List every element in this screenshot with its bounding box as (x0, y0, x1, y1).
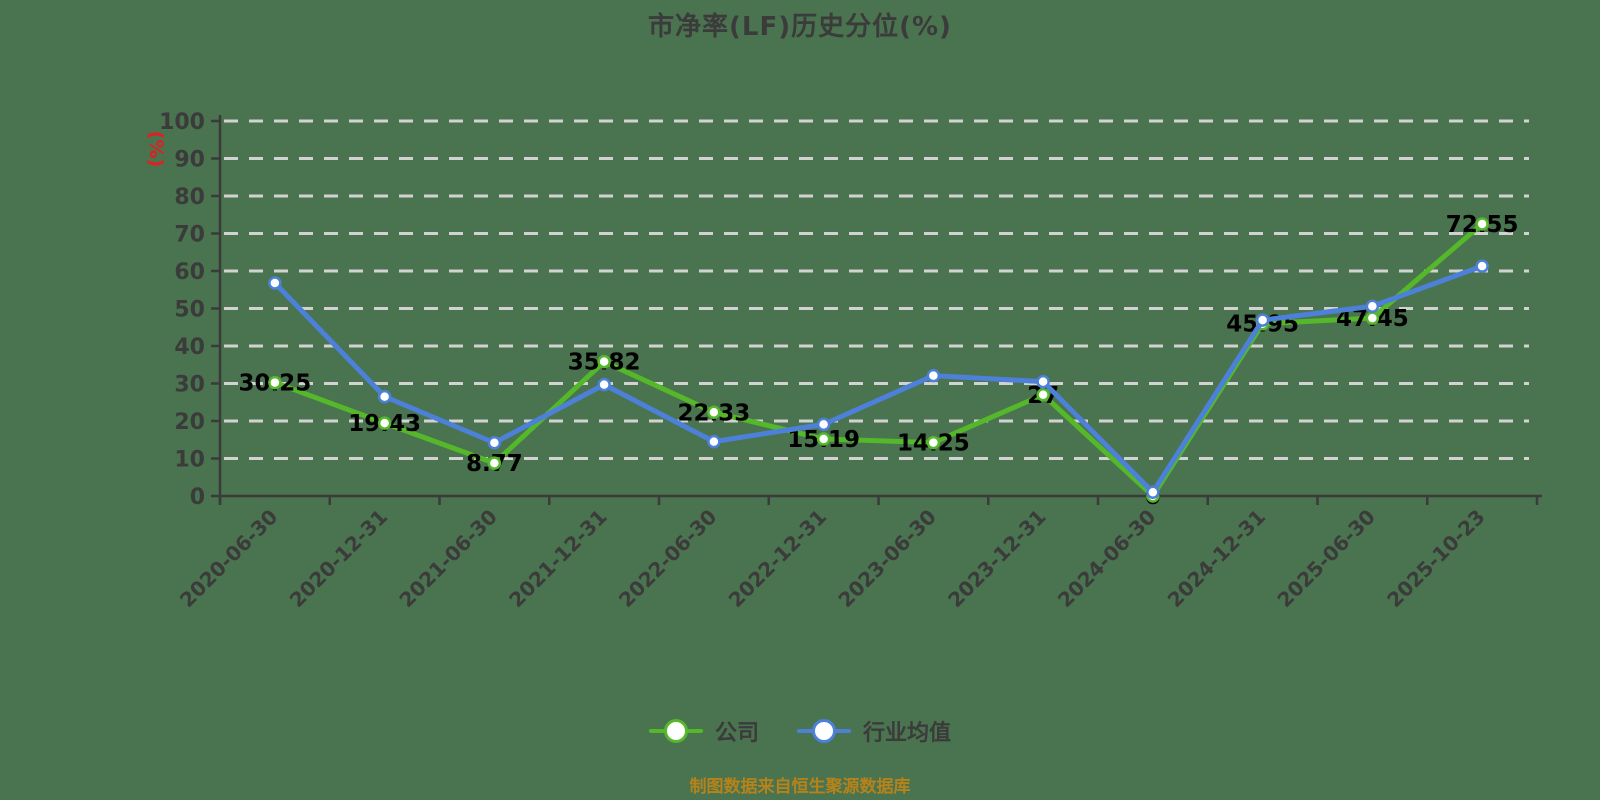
industry-point (926, 368, 941, 383)
legend-item-industry[interactable]: 行业均值 (797, 715, 951, 747)
industry-line (272, 263, 1485, 495)
company-point (1475, 217, 1489, 231)
industry-point (487, 436, 502, 450)
industry-point (1365, 299, 1380, 313)
x-tick-label: 2022-06-30 (614, 505, 721, 612)
series-industry (268, 259, 1489, 499)
company-line (272, 221, 1485, 499)
industry-point (816, 417, 831, 432)
data-source-note: 制图数据来自恒生聚源数据库 (689, 777, 911, 797)
y-tick-label: 90 (174, 148, 205, 173)
x-tick-label: 2023-06-30 (833, 505, 940, 612)
series-company: 30.2519.438.7735.8222.3315.1914.2527045.… (238, 212, 1518, 510)
industry-point (377, 389, 392, 404)
y-tick-label: 70 (174, 223, 205, 248)
gridlines (224, 119, 1529, 460)
axes: 0 10 20 30 40 50 60 70 80 90 100 2020-06-30 2020-12-… (159, 110, 1542, 612)
company-point (816, 432, 831, 446)
legend: 公司 行业均值 (0, 715, 1600, 747)
x-tick-label: 2023-12-31 (943, 505, 1050, 612)
y-tick-label: 50 (174, 298, 205, 323)
legend-label-company: 公司 (714, 721, 759, 746)
industry-point (597, 377, 611, 392)
industry-point (1036, 374, 1050, 389)
industry-point (707, 434, 721, 449)
x-tick-label: 2022-12-31 (724, 505, 831, 612)
y-tick-label: 0 (190, 485, 205, 510)
x-tick-label: 2021-12-31 (504, 505, 611, 612)
x-tick-label: 2020-12-31 (285, 505, 392, 612)
x-tick-label: 2025-10-23 (1382, 505, 1489, 612)
y-tick-label: 20 (174, 410, 205, 435)
company-point (1036, 388, 1050, 402)
chart-title: 市净率(LF)历史分位(%) (648, 12, 952, 42)
industry-point (1146, 485, 1160, 499)
legend-item-company[interactable]: 公司 (648, 715, 759, 747)
y-tick-label: 40 (174, 335, 205, 360)
y-tick-label: 10 (174, 448, 205, 473)
y-tick-label: 30 (174, 373, 205, 398)
x-tick-label: 2024-06-30 (1053, 505, 1160, 612)
company-legend-marker-icon (648, 719, 703, 743)
company-point (377, 416, 392, 430)
industry-point (268, 276, 282, 290)
y-tick-label: 100 (159, 110, 205, 135)
company-point (1365, 311, 1380, 325)
industry-point (1475, 259, 1489, 273)
y-tick-label: 80 (174, 185, 205, 210)
company-point (268, 375, 282, 390)
company-point (926, 435, 941, 450)
x-tick-label: 2021-06-30 (394, 505, 501, 612)
x-tick-label: 2024-12-31 (1163, 505, 1270, 612)
y-tick-label: 60 (174, 260, 205, 285)
industry-legend-marker-icon (797, 719, 851, 743)
company-point (707, 405, 721, 420)
industry-point (1255, 313, 1270, 327)
x-tick-label: 2020-06-30 (175, 505, 282, 612)
company-point (597, 354, 611, 369)
legend-label-industry: 行业均值 (863, 721, 952, 746)
company-point (487, 456, 502, 470)
x-tick-label: 2025-06-30 (1272, 505, 1379, 612)
